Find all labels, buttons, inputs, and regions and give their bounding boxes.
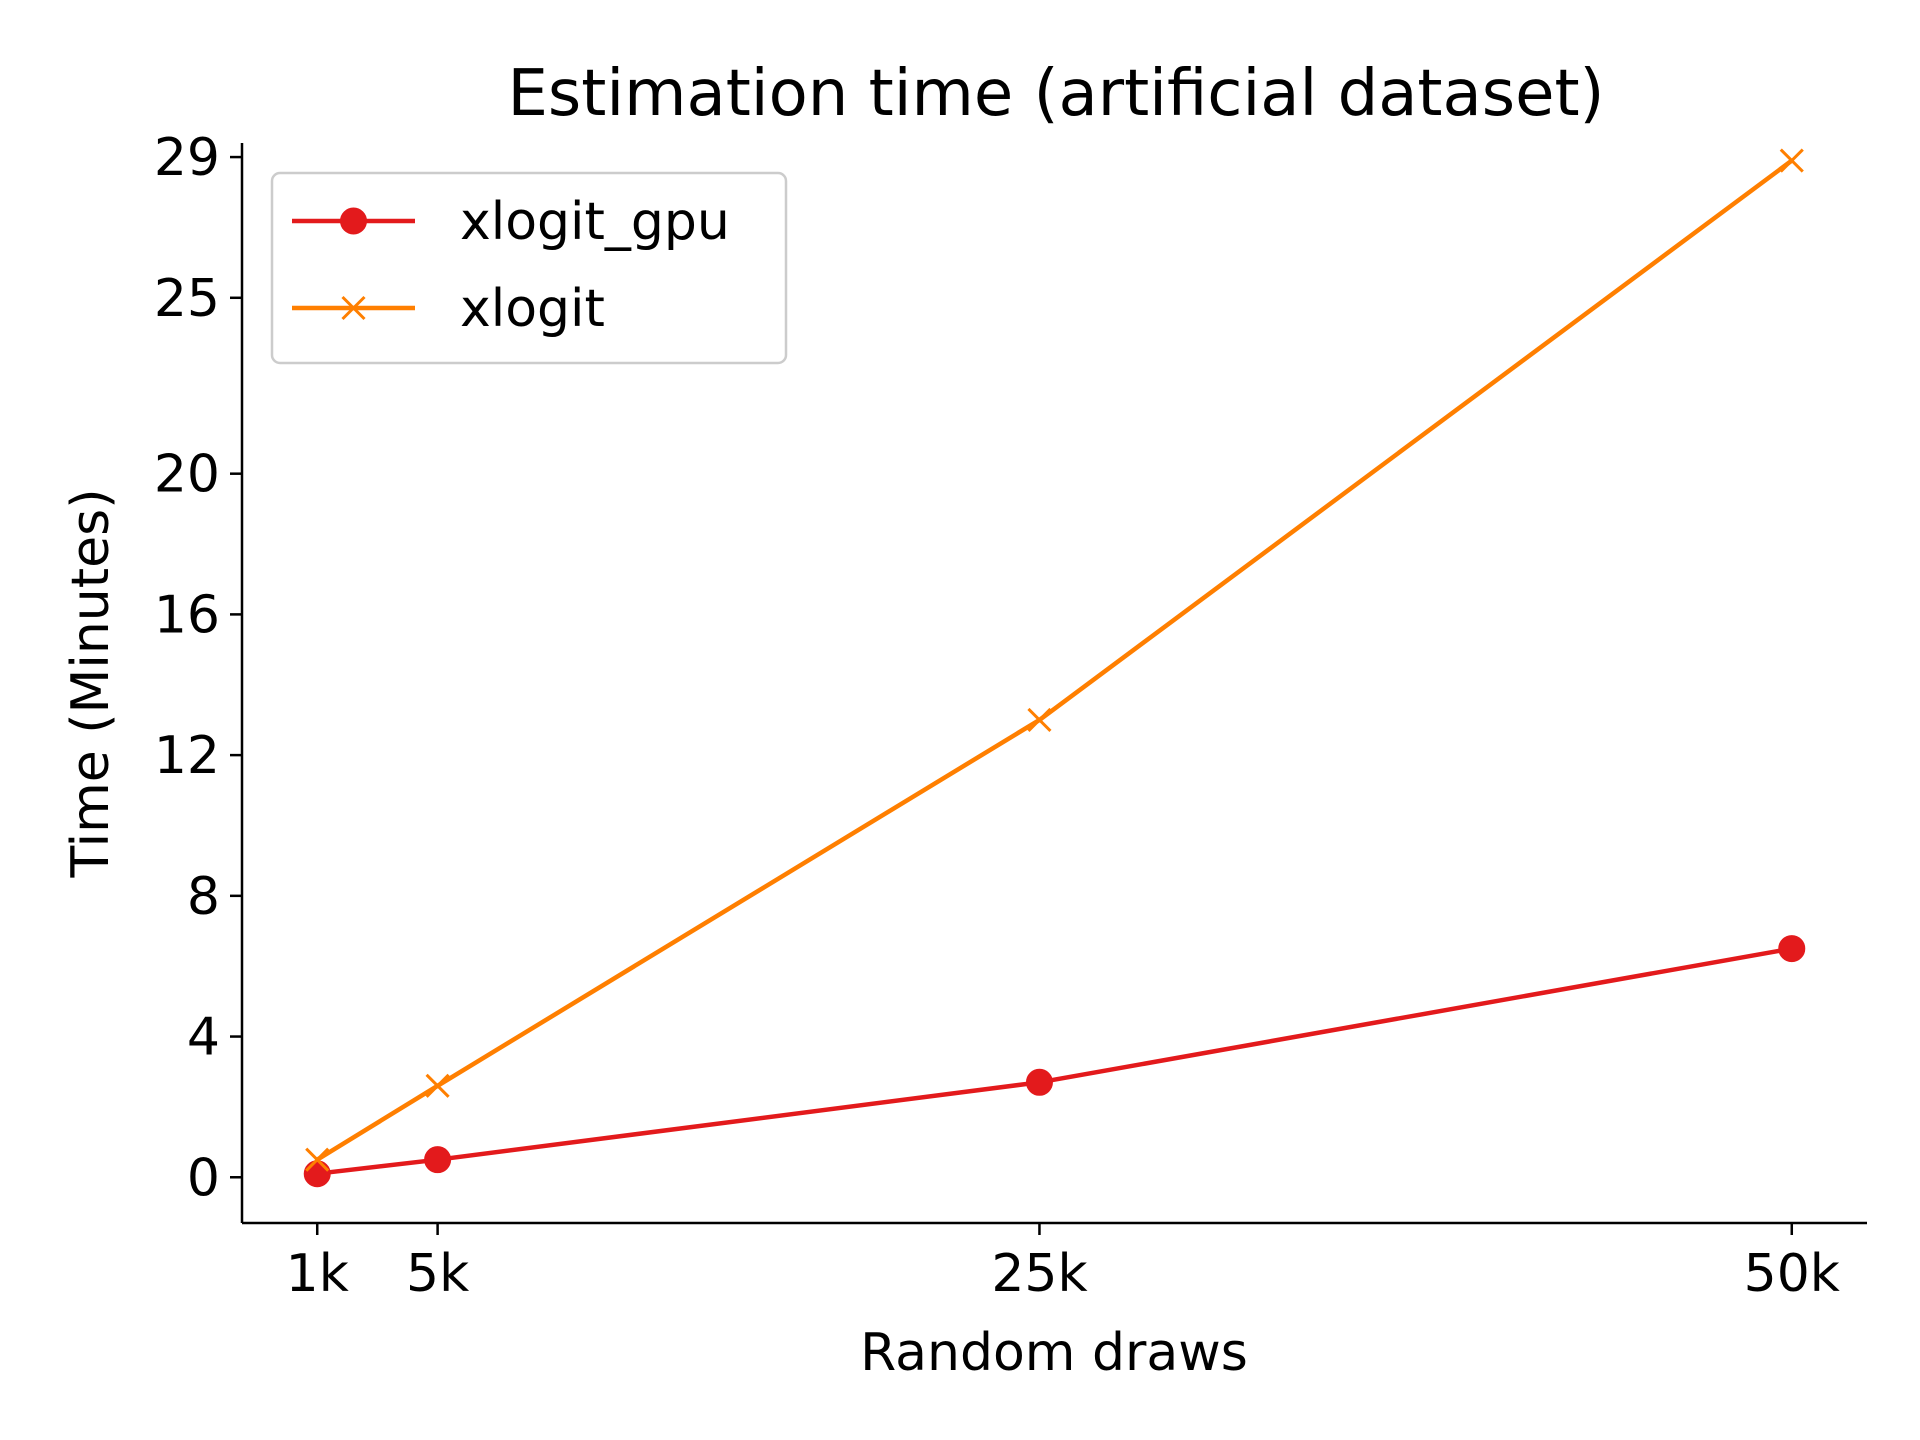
series-layer bbox=[303, 148, 1806, 1188]
x-axis-label: Random draws bbox=[860, 1323, 1248, 1383]
data-point bbox=[424, 1146, 452, 1174]
data-point bbox=[1027, 707, 1052, 732]
y-tick-label: 4 bbox=[187, 1008, 220, 1068]
data-point bbox=[305, 1147, 330, 1172]
y-axis-label: Time (Minutes) bbox=[61, 488, 121, 878]
x-tick-label: 50k bbox=[1744, 1244, 1840, 1304]
y-tick-label: 25 bbox=[154, 269, 220, 329]
y-tick-label: 16 bbox=[154, 585, 220, 645]
data-point bbox=[1025, 1068, 1053, 1096]
y-tick-label: 29 bbox=[154, 128, 220, 188]
legend-marker bbox=[340, 207, 367, 235]
legend-label: xlogit_gpu bbox=[460, 192, 730, 252]
series-xlogit bbox=[305, 148, 1804, 1172]
data-point bbox=[303, 1160, 331, 1188]
legend-marker bbox=[341, 295, 366, 321]
data-point bbox=[1778, 935, 1806, 963]
y-axis-ticks: 0 4 8 12 16 20 25 29 bbox=[154, 128, 242, 1208]
legend-entry: xlogit_gpu bbox=[292, 192, 730, 252]
data-point bbox=[425, 1073, 450, 1098]
x-tick-label: 1k bbox=[286, 1244, 349, 1304]
y-tick-label: 12 bbox=[154, 726, 220, 786]
data-point bbox=[1779, 148, 1804, 173]
series-line bbox=[314, 946, 1795, 1176]
series-line bbox=[314, 158, 1795, 1162]
plot-area bbox=[240, 143, 1867, 1225]
legend-label: xlogit bbox=[460, 279, 605, 339]
y-tick-label: 8 bbox=[187, 867, 220, 927]
legend-entry: xlogit bbox=[292, 279, 605, 339]
series-xlogit-gpu bbox=[303, 935, 1806, 1188]
x-tick-label: 25k bbox=[991, 1244, 1087, 1304]
chart-title: Estimation time (artificial dataset) bbox=[507, 57, 1604, 131]
y-tick-label: 20 bbox=[154, 445, 220, 505]
x-tick-label: 5k bbox=[406, 1244, 469, 1304]
x-axis-ticks: 1k 5k 25k 50k bbox=[286, 1223, 1840, 1304]
y-tick-label: 0 bbox=[187, 1148, 220, 1208]
